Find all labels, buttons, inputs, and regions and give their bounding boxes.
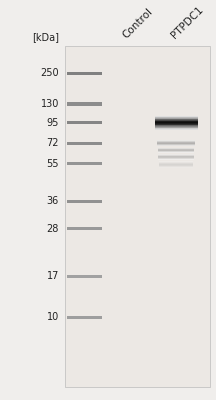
Bar xyxy=(155,119,198,120)
Text: 17: 17 xyxy=(47,271,59,281)
Bar xyxy=(67,142,102,145)
Text: 250: 250 xyxy=(40,68,59,78)
Bar xyxy=(155,128,198,129)
Bar xyxy=(155,122,198,123)
Text: [kDa]: [kDa] xyxy=(32,32,59,42)
Bar xyxy=(155,126,198,127)
Bar xyxy=(67,275,102,278)
Bar xyxy=(155,124,198,125)
Text: PTPDC1: PTPDC1 xyxy=(169,4,205,40)
Bar xyxy=(155,129,198,130)
Bar xyxy=(155,123,198,124)
Bar xyxy=(67,227,102,230)
Bar xyxy=(155,125,198,126)
Text: 72: 72 xyxy=(46,138,59,148)
FancyBboxPatch shape xyxy=(65,46,210,387)
Text: 130: 130 xyxy=(41,99,59,109)
Bar xyxy=(155,118,198,119)
Text: 55: 55 xyxy=(46,159,59,169)
Bar xyxy=(67,121,102,124)
Bar xyxy=(155,116,198,117)
Text: 28: 28 xyxy=(47,224,59,234)
Bar xyxy=(67,200,102,203)
Bar xyxy=(155,127,198,128)
Bar xyxy=(67,316,102,319)
Bar xyxy=(155,121,198,122)
Bar xyxy=(155,120,198,121)
Bar xyxy=(67,162,102,166)
Bar xyxy=(67,72,102,75)
Bar xyxy=(67,102,102,106)
Text: Control: Control xyxy=(121,6,155,40)
Text: 36: 36 xyxy=(47,196,59,206)
Text: 10: 10 xyxy=(47,312,59,322)
Bar xyxy=(155,117,198,118)
Text: 95: 95 xyxy=(47,118,59,128)
